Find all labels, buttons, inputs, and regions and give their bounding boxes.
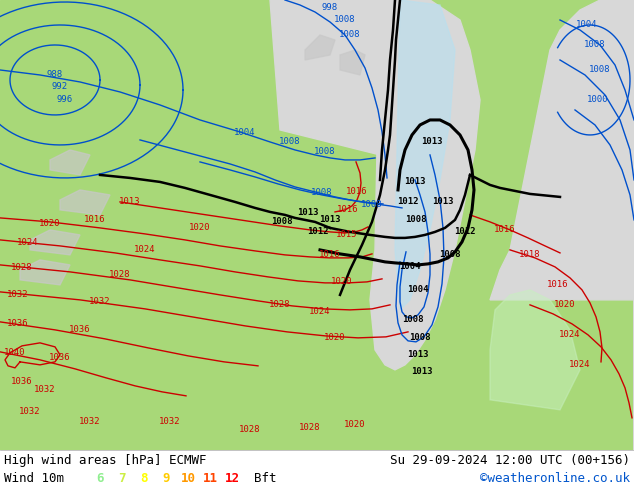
Text: 1013: 1013 (119, 197, 141, 206)
Text: 11: 11 (202, 472, 217, 485)
Text: 1016: 1016 (337, 205, 359, 215)
Text: 1000: 1000 (587, 96, 609, 104)
Text: 998: 998 (322, 3, 338, 13)
Text: 1032: 1032 (89, 297, 111, 306)
Text: 1008: 1008 (314, 147, 336, 156)
Text: 1032: 1032 (159, 417, 181, 426)
Text: 1036: 1036 (69, 325, 91, 334)
Text: ©weatheronline.co.uk: ©weatheronline.co.uk (480, 472, 630, 485)
Text: 1024: 1024 (569, 360, 591, 369)
Polygon shape (305, 35, 335, 60)
Text: 1013: 1013 (320, 216, 340, 224)
Text: 1013: 1013 (407, 350, 429, 359)
Text: 1020: 1020 (331, 277, 353, 286)
Text: 1016: 1016 (495, 225, 515, 234)
Polygon shape (20, 260, 70, 285)
Text: 988: 988 (47, 71, 63, 79)
Text: 1012: 1012 (398, 197, 418, 206)
Polygon shape (0, 0, 634, 450)
Text: 1032: 1032 (19, 407, 41, 416)
Text: 1020: 1020 (39, 220, 61, 228)
Text: 1008: 1008 (402, 316, 424, 324)
Text: 1004: 1004 (234, 128, 256, 138)
Text: 1020: 1020 (344, 420, 366, 429)
Text: 1018: 1018 (519, 250, 541, 259)
Text: 8: 8 (140, 472, 148, 485)
Text: 1020: 1020 (190, 223, 210, 232)
Polygon shape (340, 50, 365, 75)
Polygon shape (270, 0, 460, 170)
Text: 1024: 1024 (559, 330, 581, 340)
Text: 1008: 1008 (405, 216, 427, 224)
Text: 1015: 1015 (336, 230, 358, 240)
Polygon shape (490, 290, 580, 410)
Polygon shape (50, 150, 90, 175)
Text: 1024: 1024 (134, 245, 156, 254)
Text: 1032: 1032 (34, 385, 56, 394)
Text: 1016: 1016 (84, 216, 106, 224)
Text: 1004: 1004 (407, 285, 429, 294)
Text: 1028: 1028 (239, 425, 261, 434)
Text: 1036: 1036 (49, 353, 71, 363)
Text: 1004: 1004 (399, 262, 421, 271)
Text: 1024: 1024 (17, 239, 39, 247)
Text: 10: 10 (181, 472, 195, 485)
Text: 1028: 1028 (299, 423, 321, 432)
Text: Bft: Bft (254, 472, 276, 485)
Text: 1013: 1013 (421, 137, 443, 147)
Text: Wind 10m: Wind 10m (4, 472, 64, 485)
Text: 1013: 1013 (411, 368, 433, 376)
Text: 1040: 1040 (4, 348, 26, 357)
Text: 1008: 1008 (334, 16, 356, 24)
Text: High wind areas [hPa] ECMWF: High wind areas [hPa] ECMWF (4, 454, 207, 467)
Text: 1004: 1004 (576, 21, 598, 29)
Text: 1008: 1008 (339, 30, 361, 40)
Text: 1012: 1012 (454, 227, 476, 236)
Text: 1028: 1028 (11, 264, 33, 272)
Text: 1016: 1016 (547, 280, 569, 290)
Text: 1008: 1008 (271, 218, 293, 226)
Polygon shape (490, 0, 634, 450)
Polygon shape (395, 0, 455, 310)
Text: 1008: 1008 (410, 333, 430, 343)
Text: 1012: 1012 (307, 227, 329, 236)
Text: 12: 12 (224, 472, 240, 485)
Text: 1032: 1032 (79, 417, 101, 426)
Text: 1032: 1032 (7, 291, 29, 299)
Text: 1008: 1008 (279, 137, 301, 147)
Text: 1016: 1016 (320, 250, 340, 259)
Text: 1036: 1036 (7, 319, 29, 328)
Text: 1020: 1020 (554, 300, 576, 309)
Text: 1008: 1008 (585, 41, 605, 49)
Text: 1024: 1024 (309, 307, 331, 317)
Text: 1020: 1020 (324, 333, 346, 343)
Text: 1016: 1016 (346, 187, 368, 196)
Text: 1013: 1013 (297, 208, 319, 218)
Text: Su 29-09-2024 12:00 UTC (00+156): Su 29-09-2024 12:00 UTC (00+156) (390, 454, 630, 467)
Text: 1008: 1008 (439, 250, 461, 259)
Text: 992: 992 (52, 82, 68, 92)
Text: 1028: 1028 (109, 270, 131, 279)
Polygon shape (370, 0, 480, 370)
Text: 1013: 1013 (432, 197, 454, 206)
Text: 996: 996 (57, 96, 73, 104)
Text: 7: 7 (119, 472, 126, 485)
Text: 9: 9 (162, 472, 170, 485)
Text: 1008: 1008 (589, 66, 611, 74)
Text: 1008: 1008 (361, 200, 383, 209)
Text: 1036: 1036 (11, 377, 33, 386)
Text: 1008: 1008 (311, 189, 333, 197)
Text: 1028: 1028 (269, 300, 291, 309)
Polygon shape (30, 230, 80, 255)
Text: 1013: 1013 (404, 177, 426, 186)
Text: 6: 6 (96, 472, 104, 485)
Polygon shape (60, 190, 110, 215)
